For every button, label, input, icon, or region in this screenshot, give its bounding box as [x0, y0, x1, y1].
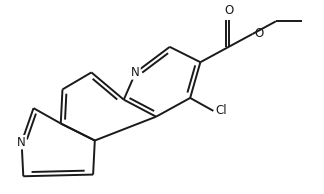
Text: O: O: [225, 4, 234, 17]
Text: O: O: [255, 28, 264, 41]
Text: Cl: Cl: [215, 104, 226, 117]
Text: N: N: [131, 66, 140, 79]
Text: N: N: [17, 136, 26, 149]
